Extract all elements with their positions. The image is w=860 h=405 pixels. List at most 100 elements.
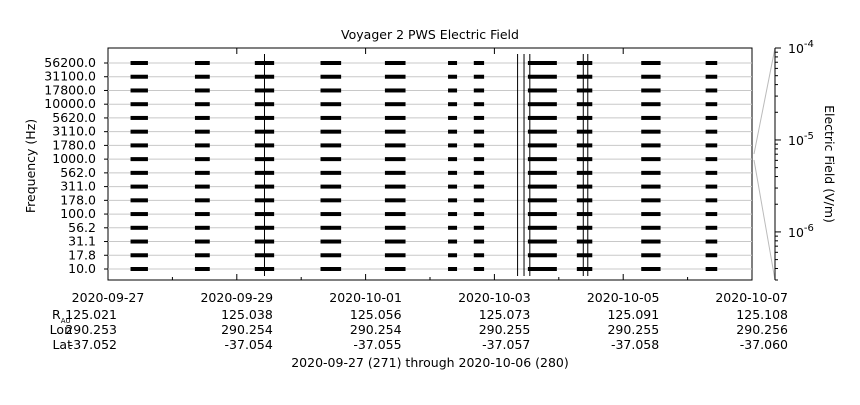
data-segment bbox=[641, 61, 661, 271]
data-cell bbox=[130, 74, 148, 79]
x-ticks: 2020-09-27 2020-09-29 2020-10-01 2020-10-03… bbox=[72, 48, 788, 305]
data-cell bbox=[130, 253, 148, 258]
data-cell bbox=[527, 102, 549, 107]
data-cell bbox=[641, 253, 661, 258]
data-cell bbox=[473, 61, 485, 65]
y-tick-label: 31100.0 bbox=[44, 69, 96, 84]
x-tick-label: 2020-09-29 bbox=[200, 290, 273, 305]
ephemeris-lon-value: 290.255 bbox=[607, 322, 659, 337]
data-cell bbox=[194, 170, 210, 175]
data-cell bbox=[320, 267, 342, 271]
data-cell bbox=[527, 225, 549, 230]
data-cell bbox=[448, 129, 458, 134]
y-tick-label: 17800.0 bbox=[44, 82, 96, 97]
data-cell bbox=[473, 267, 485, 271]
data-cell bbox=[320, 88, 342, 93]
data-cell bbox=[641, 184, 661, 189]
data-cell bbox=[448, 102, 458, 107]
data-cell bbox=[320, 61, 342, 65]
data-cell bbox=[384, 184, 406, 189]
data-cell bbox=[641, 157, 661, 162]
data-cell bbox=[641, 88, 661, 93]
ephemeris-lat-value: -37.057 bbox=[482, 337, 530, 352]
data-cell bbox=[448, 198, 458, 203]
data-cell bbox=[473, 225, 485, 230]
data-cell bbox=[641, 225, 661, 230]
data-cell bbox=[576, 198, 593, 203]
colorbar-label: Electric Field (V/m) bbox=[822, 105, 837, 223]
data-cell bbox=[130, 184, 148, 189]
data-cell bbox=[641, 129, 661, 134]
data-segment bbox=[527, 61, 549, 271]
data-cell bbox=[384, 88, 406, 93]
data-cell bbox=[194, 88, 210, 93]
data-segment bbox=[448, 61, 458, 271]
data-cell bbox=[448, 212, 458, 217]
data-cell bbox=[576, 157, 593, 162]
data-cell bbox=[641, 198, 661, 203]
data-cell bbox=[548, 239, 557, 244]
data-cell bbox=[130, 239, 148, 244]
colorbar-connector-bottom bbox=[753, 159, 776, 281]
data-cell bbox=[576, 74, 593, 79]
data-cell bbox=[384, 61, 406, 65]
data-cell bbox=[194, 212, 210, 217]
ephemeris-lon-label: Lon bbox=[50, 322, 72, 337]
data-cell bbox=[548, 74, 557, 79]
data-cell bbox=[705, 157, 718, 162]
data-cell bbox=[194, 74, 210, 79]
data-cell bbox=[194, 129, 210, 134]
ephemeris-lat-value: -37.054 bbox=[225, 337, 273, 352]
data-cell bbox=[548, 157, 557, 162]
y-ticks: 10.017.831.156.2100.0178.0311.0562.01000… bbox=[44, 55, 108, 276]
data-cell bbox=[473, 212, 485, 217]
data-cell bbox=[320, 157, 342, 162]
data-cell bbox=[705, 239, 718, 244]
data-segment bbox=[320, 61, 342, 271]
y-tick-label: 31.1 bbox=[68, 234, 96, 249]
data-cell bbox=[527, 170, 549, 175]
data-cell bbox=[473, 102, 485, 107]
y-tick-label: 10.0 bbox=[68, 261, 96, 276]
data-cell bbox=[527, 267, 549, 271]
data-cell bbox=[527, 239, 549, 244]
data-cell bbox=[384, 253, 406, 258]
data-cell bbox=[473, 170, 485, 175]
data-cell bbox=[384, 129, 406, 134]
x-tick-label: 2020-09-27 bbox=[72, 290, 145, 305]
ephemeris-r-label: RAU bbox=[52, 307, 71, 325]
data-segment bbox=[130, 61, 148, 271]
data-cell bbox=[576, 102, 593, 107]
data-spikes bbox=[263, 54, 589, 276]
data-segment bbox=[384, 61, 406, 271]
data-cell bbox=[320, 129, 342, 134]
data-cell bbox=[130, 198, 148, 203]
data-cell bbox=[576, 129, 593, 134]
colorbar-connector-top bbox=[753, 47, 776, 155]
data-segment bbox=[576, 61, 593, 271]
data-cell bbox=[576, 239, 593, 244]
data-cell bbox=[705, 61, 718, 65]
data-cell bbox=[473, 88, 485, 93]
data-cell bbox=[548, 225, 557, 230]
y-tick-label: 5620.0 bbox=[52, 110, 96, 125]
data-cell bbox=[576, 61, 593, 65]
chart-title: Voyager 2 PWS Electric Field bbox=[341, 27, 519, 42]
data-cell bbox=[548, 184, 557, 189]
data-cell bbox=[320, 184, 342, 189]
data-cell bbox=[473, 198, 485, 203]
data-cell bbox=[705, 129, 718, 134]
data-cell bbox=[473, 157, 485, 162]
data-cell bbox=[130, 225, 148, 230]
data-cell bbox=[576, 115, 593, 120]
data-cell bbox=[320, 170, 342, 175]
y-tick-label: 1780.0 bbox=[52, 137, 96, 152]
data-cell bbox=[548, 88, 557, 93]
colorbar: 10-4 10-5 10-6 Electric Field (V/m) bbox=[753, 39, 837, 281]
data-cell bbox=[473, 253, 485, 258]
data-cell bbox=[320, 198, 342, 203]
data-cell bbox=[705, 212, 718, 217]
y-tick-label: 311.0 bbox=[60, 179, 96, 194]
colorbar-tick-label: 10-5 bbox=[788, 131, 814, 148]
data-cell bbox=[705, 184, 718, 189]
